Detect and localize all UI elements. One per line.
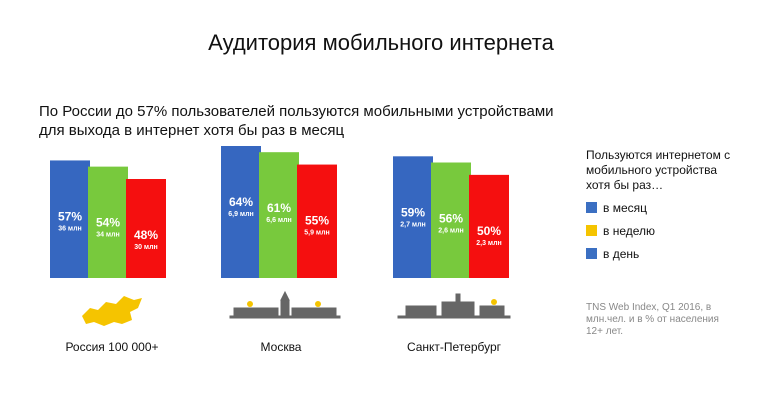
bar-0-2	[393, 156, 433, 278]
legend-title: Пользуются интернетом с мобильного устро…	[586, 148, 731, 192]
bar-sublabel-1-1: 6,6 млн	[266, 217, 292, 224]
legend-swatch-week	[586, 225, 597, 237]
bar-sublabel-1-0: 34 млн	[96, 232, 120, 239]
bar-sublabel-2-0: 30 млн	[134, 244, 158, 251]
bar-sublabel-2-1: 5,9 млн	[304, 230, 330, 237]
category-label-spb: Санкт-Петербург	[406, 340, 502, 354]
category-label-moscow: Москва	[260, 340, 302, 354]
spb-skyline-icon	[397, 293, 511, 319]
bar-sublabel-0-2: 2,7 млн	[400, 221, 426, 228]
russia-map-icon	[82, 296, 142, 326]
moscow-skyline-icon	[229, 290, 341, 319]
bar-sublabel-0-1: 6,9 млн	[228, 211, 254, 218]
bar-1-1	[259, 152, 299, 278]
bar-label-2-0: 48%	[134, 228, 158, 242]
chart-subtitle: По России до 57% пользователей пользуютс…	[39, 103, 554, 139]
bar-2-2	[469, 174, 509, 278]
bar-label-0-1: 64%	[229, 195, 253, 209]
category-label-russia: Россия 100 000+	[65, 340, 159, 354]
bar-1-2	[431, 162, 471, 278]
legend-item-week: в неделю	[586, 223, 655, 238]
legend-swatch-month	[586, 202, 597, 214]
bar-label-1-2: 56%	[439, 212, 463, 226]
legend-item-day: в день	[586, 246, 639, 261]
bar-label-0-2: 59%	[401, 205, 425, 219]
bar-label-2-1: 55%	[305, 214, 329, 228]
bar-sublabel-1-2: 2,6 млн	[438, 228, 464, 235]
bar-label-1-0: 54%	[96, 216, 120, 230]
bar-sublabel-0-0: 36 млн	[58, 225, 82, 232]
chart-title: Аудитория мобильного интернета	[208, 30, 554, 55]
bar-label-2-2: 50%	[477, 224, 501, 238]
legend-swatch-day	[586, 248, 597, 260]
bar-label-0-0: 57%	[58, 209, 82, 223]
bar-0-1	[221, 146, 261, 278]
source-note: TNS Web Index, Q1 2016, в млн.чел. и в %…	[586, 302, 719, 337]
bar-0-0	[50, 160, 90, 278]
bar-label-1-1: 61%	[267, 201, 291, 215]
bar-2-1	[297, 164, 337, 278]
bar-sublabel-2-2: 2,3 млн	[476, 240, 502, 247]
bar-1-0	[88, 166, 128, 278]
bar-2-0	[126, 179, 166, 278]
legend-item-month: в месяц	[586, 200, 647, 215]
bars-layer: 57% 36 млн 64% 6,9 млн 59% 2,7 млн 54% 34 млн 61…	[50, 146, 509, 278]
